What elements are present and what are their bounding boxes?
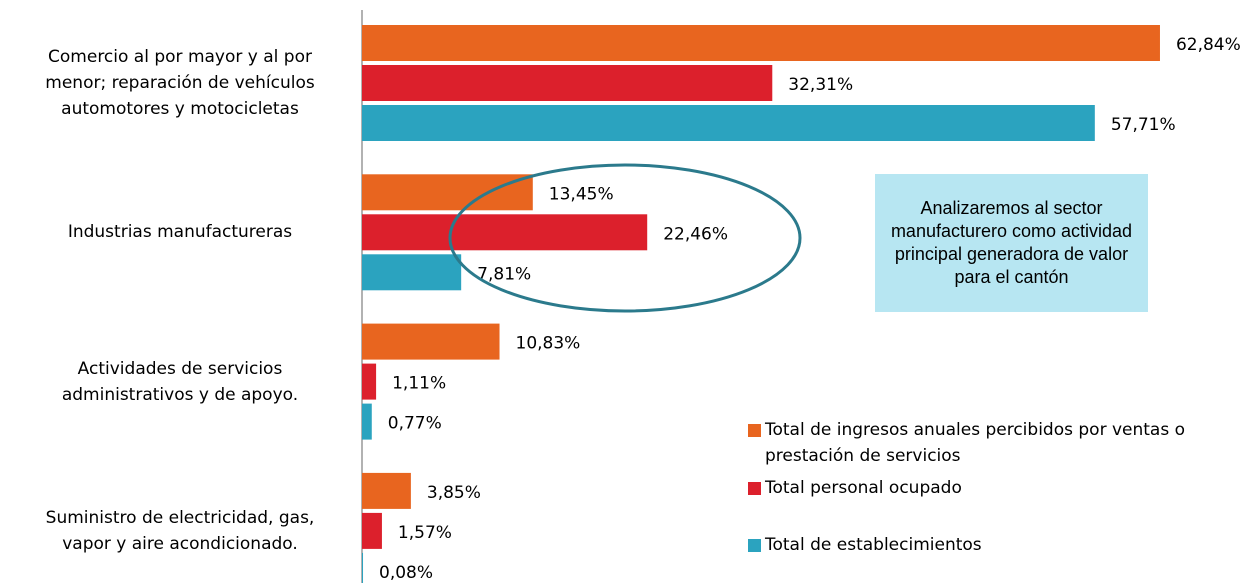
bar [362,105,1095,141]
legend-label: Total de establecimientos [765,535,982,555]
bar [362,174,533,211]
value-label: 62,84% [1176,35,1241,55]
legend-swatch [748,539,761,552]
legend-entry: Total de ingresos anuales percibidos por… [748,417,1208,469]
legend-swatch [748,482,761,495]
highlight-ellipse [448,163,802,313]
value-label: 1,11% [392,374,446,394]
legend-entry: Total de establecimientos [748,532,1208,558]
value-label: 1,57% [398,523,452,543]
category-label: Suministro de electricidad, gas, vapor y… [45,507,315,554]
bar [362,214,648,251]
legend-label: Total personal ocupado [765,478,962,498]
legend-entry: Total personal ocupado [748,475,1208,501]
bar [362,25,1160,61]
value-label: 13,45% [549,184,614,204]
category-label: Comercio al por mayor y al por menor; re… [45,47,315,119]
bar [362,403,372,440]
value-label: 57,71% [1111,115,1176,135]
value-label: 0,77% [388,414,442,434]
value-label: 0,08% [379,563,433,583]
legend-swatch [748,424,761,437]
bar [362,363,377,400]
bar [362,472,411,509]
category-label: Industrias manufactureras [67,222,293,243]
bar [362,323,500,360]
bar [362,552,364,583]
bar [362,512,382,549]
annotation: Analizaremos al sector manufacturero com… [875,174,1148,312]
value-label: 7,81% [477,264,531,284]
value-label: 3,85% [427,483,481,503]
value-label: 10,83% [516,334,581,354]
value-label: 32,31% [788,75,853,95]
bar [362,254,462,291]
category-label: Actividades de servicios administrativos… [61,358,299,405]
bar [362,65,773,101]
legend-label: Total de ingresos anuales percibidos por… [765,420,1185,466]
value-label: 22,46% [663,224,728,244]
